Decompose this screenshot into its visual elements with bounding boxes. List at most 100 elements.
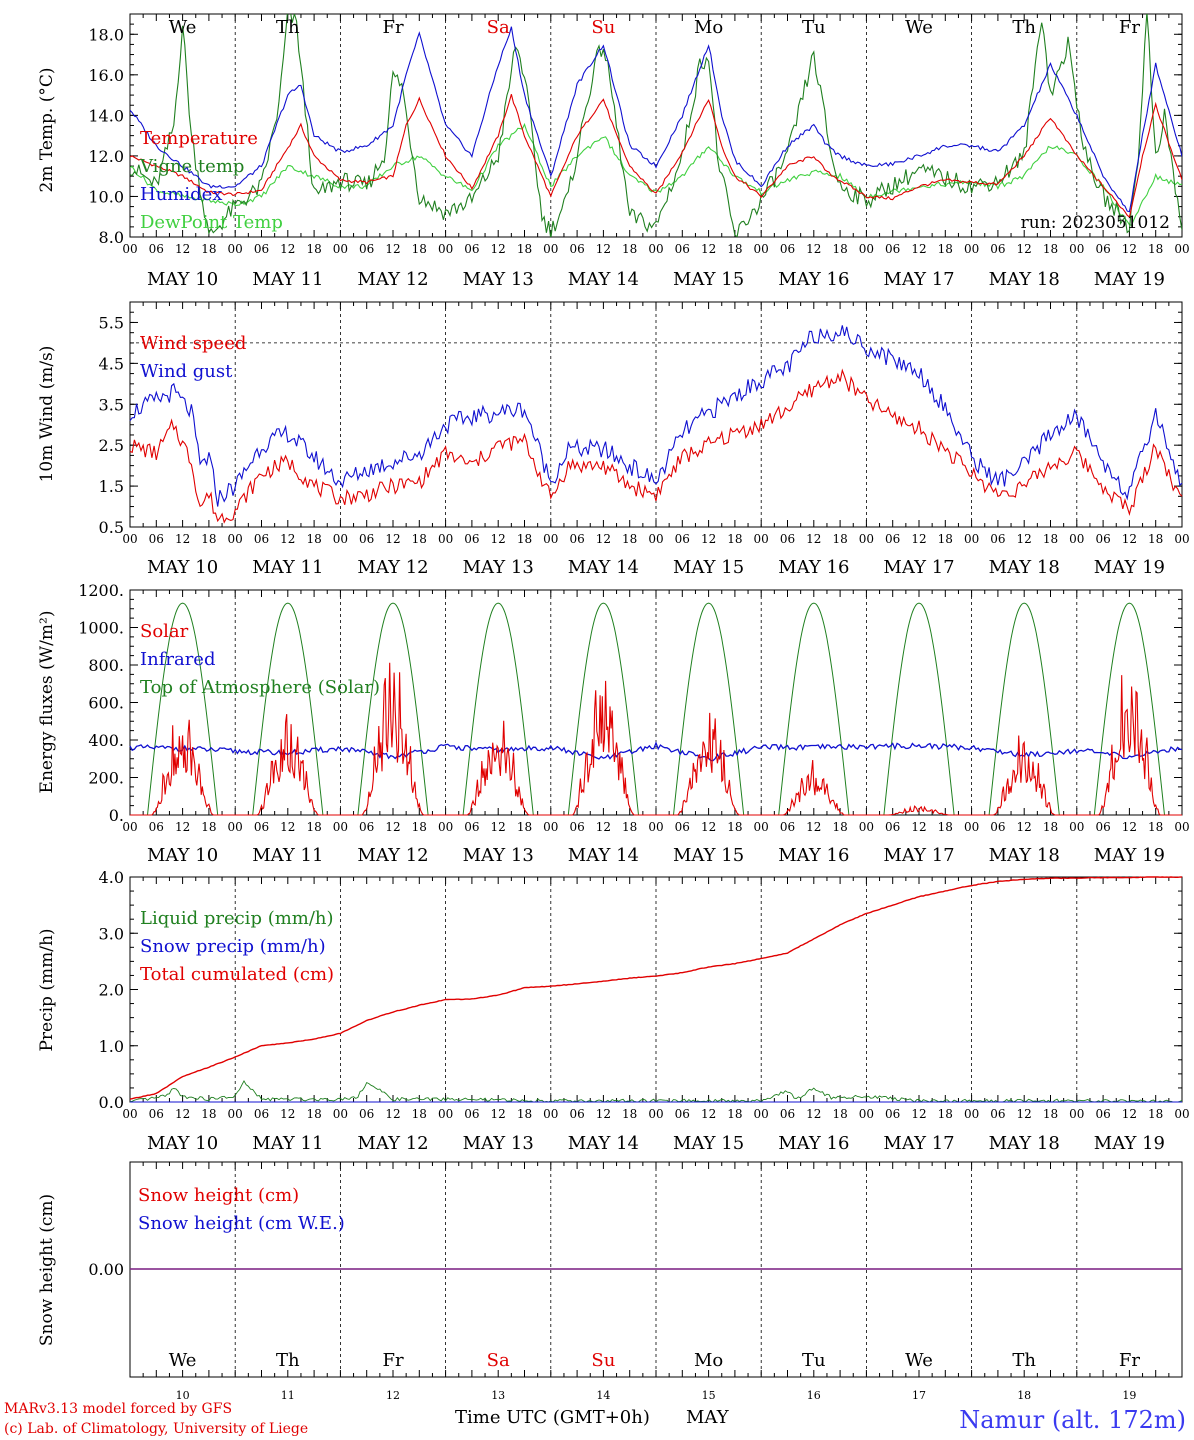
hour-label: 18 [1043,1107,1058,1121]
hour-label: 12 [806,532,821,546]
footer-copyright: (c) Lab. of Climatology, University of L… [4,1421,308,1437]
day-number: 15 [702,1389,716,1402]
weekday-label: Su [591,1350,615,1371]
hour-label: 18 [517,820,532,834]
hour-label: 00 [543,820,558,834]
hour-label: 12 [596,1107,611,1121]
hour-label: 00 [122,532,137,546]
date-label: MAY 10 [147,1133,218,1154]
hour-label: 18 [622,242,637,256]
date-label: MAY 16 [778,1133,849,1154]
y-tick-label: 1.5 [99,477,124,496]
series-group [130,14,1182,237]
day-number: 10 [176,1389,190,1402]
hour-label: 12 [491,532,506,546]
y-tick-label: 10.0 [88,187,124,206]
hour-label: 00 [859,1107,874,1121]
hour-label: 18 [938,1107,953,1121]
hour-label: 18 [938,242,953,256]
hour-label: 18 [306,242,321,256]
y-tick-label: 4.0 [99,868,124,887]
hour-label: 06 [1095,820,1110,834]
hour-label: 18 [832,242,847,256]
hour-label: 00 [543,1107,558,1121]
y-tick-label: 200. [88,769,124,788]
legend-entry: Wind speed [140,333,246,354]
legend-entry: Snow precip (mm/h) [140,936,326,957]
hour-label: 12 [596,242,611,256]
hour-label: 00 [964,820,979,834]
series-total-cumulated [129,876,1183,1100]
date-label: MAY 18 [989,845,1060,866]
date-label: MAY 11 [252,269,323,290]
hour-label: 18 [1043,242,1058,256]
date-label: MAY 12 [357,557,428,578]
weekday-label: Mo [694,1350,723,1371]
hour-label: 18 [201,242,216,256]
date-label: MAY 19 [1094,269,1165,290]
hour-label: 06 [359,820,374,834]
hour-label: 18 [1148,820,1163,834]
day-number: 16 [807,1389,821,1402]
hour-label: 06 [149,820,164,834]
date-label: MAY 17 [883,845,954,866]
hour-label: 06 [569,242,584,256]
hour-label: 18 [306,1107,321,1121]
legend-entry: Snow height (cm W.E.) [138,1213,345,1234]
hour-label: 06 [885,532,900,546]
date-label: MAY 15 [673,557,744,578]
date-label: MAY 19 [1094,845,1165,866]
hour-label: 12 [1122,820,1137,834]
hour-label: 06 [1095,532,1110,546]
hour-label: 18 [1148,532,1163,546]
day-number: 11 [281,1389,295,1402]
hour-label: 12 [1122,242,1137,256]
hour-label: 00 [333,820,348,834]
hour-label: 00 [754,242,769,256]
weekday-label: Mo [694,17,723,38]
hour-label: 12 [701,1107,716,1121]
hour-label: 18 [306,820,321,834]
date-label: MAY 15 [673,269,744,290]
y-tick-label: 12.0 [88,147,124,166]
hour-label: 12 [806,242,821,256]
date-label: MAY 10 [147,269,218,290]
hour-label: 18 [306,532,321,546]
day-number: 18 [1017,1389,1031,1402]
y-tick-label: 0.5 [99,518,124,537]
date-label: MAY 19 [1094,557,1165,578]
date-label: MAY 17 [883,269,954,290]
legend-entry: Solar [140,621,189,642]
hour-label: 12 [911,820,926,834]
hour-label: 06 [569,820,584,834]
hour-label: 12 [701,242,716,256]
y-tick-label: 16.0 [88,66,124,85]
hour-label: 06 [464,532,479,546]
hour-label: 00 [1174,242,1189,256]
series-humidex [130,26,1182,213]
hour-label: 06 [464,1107,479,1121]
hour-label: 00 [859,820,874,834]
hour-label: 18 [201,532,216,546]
hour-label: 06 [780,1107,795,1121]
hour-label: 00 [754,1107,769,1121]
hour-label: 06 [1095,242,1110,256]
weekday-label: Tu [802,17,826,38]
hour-label: 00 [333,242,348,256]
hour-label: 18 [727,242,742,256]
date-label: MAY 13 [463,557,534,578]
hour-label: 12 [1017,532,1032,546]
hour-label: 18 [622,532,637,546]
hour-label: 06 [149,532,164,546]
hour-label: 00 [228,242,243,256]
weekday-label: Sa [487,17,510,38]
hour-label: 06 [885,242,900,256]
date-label: MAY 18 [989,269,1060,290]
weekday-label: Tu [802,1350,826,1371]
weekday-label: Fr [382,1350,403,1371]
hour-label: 00 [438,1107,453,1121]
hour-label: 18 [727,1107,742,1121]
date-label: MAY 10 [147,845,218,866]
hour-label: 12 [911,1107,926,1121]
station-label: Namur (alt. 172m) [959,1406,1186,1434]
